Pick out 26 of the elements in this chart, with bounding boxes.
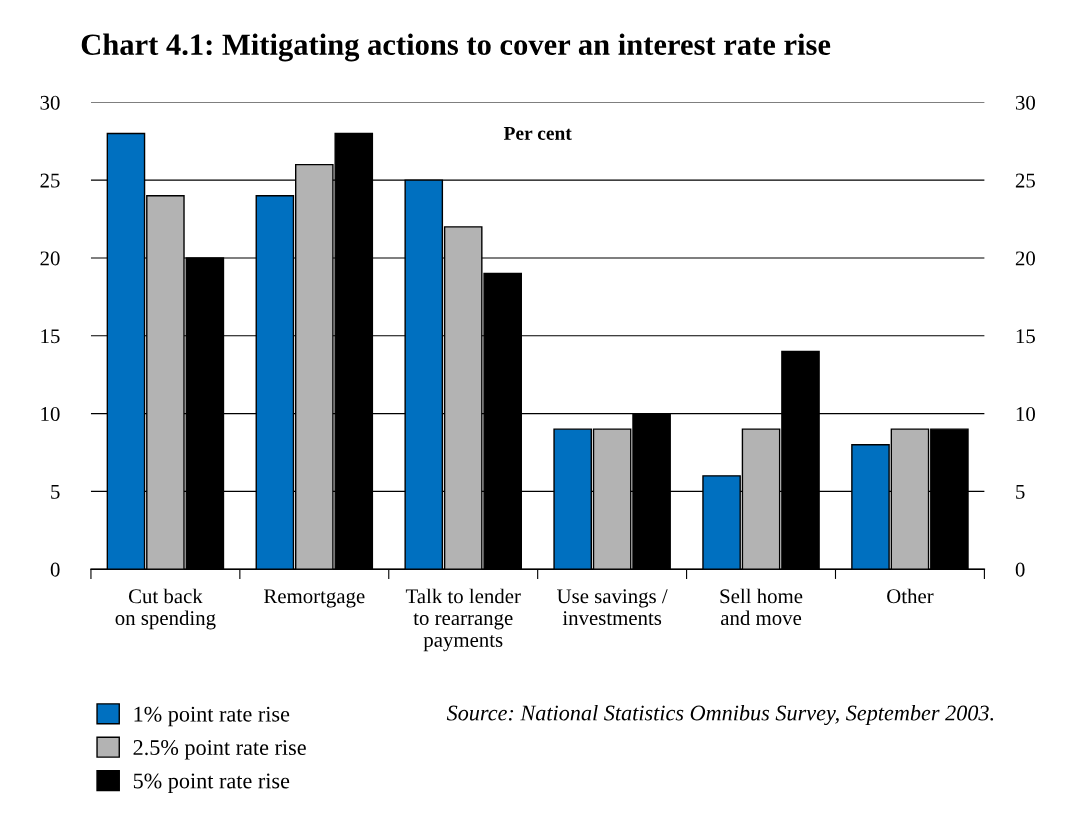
y2-tick-label: 30 [1015,95,1035,110]
legend-label: 5% point rate rise [133,773,290,793]
y-tick-label: 10 [41,406,60,422]
y-tick-label: 0 [50,562,60,577]
y2-tick-label: 25 [1015,173,1035,188]
y-tick-label: 25 [40,173,60,188]
y2-tick-label: 0 [1015,562,1025,577]
x-tick-label: Sell home and move [720,588,803,626]
x-tick-label: Cut back on spending [115,588,216,630]
y-tick-label: 15 [41,329,60,344]
y-tick-label: 5 [51,484,60,499]
chart-title: Chart 4.1: Mitigating actions to cover an interest rate rise [81,33,831,62]
y2-tick-label: 20 [1015,251,1035,266]
annotation: Per cent [503,127,572,140]
y2-tick-label: 10 [1016,406,1035,422]
y2-tick-label: 5 [1016,484,1025,499]
y2-tick-label: 15 [1016,329,1035,344]
source-note: Source: National Statistics Omnibus Survey, September 2003. [446,704,994,726]
x-tick-label: Other [887,588,934,604]
legend-label: 2.5% point rate rise [133,740,306,760]
x-tick-label: Use savings / investments [557,589,668,626]
x-tick-label: Remortgage [264,589,365,608]
y-tick-label: 20 [40,251,60,266]
x-tick-label: Talk to lender to rearrange payments [405,588,521,652]
y-tick-label: 30 [40,95,60,110]
legend-label: 1% point rate rise [134,706,290,727]
